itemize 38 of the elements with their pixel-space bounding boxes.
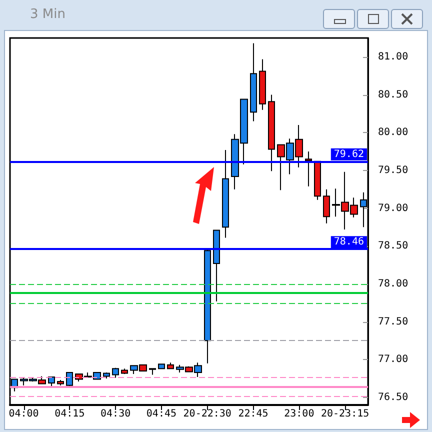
y-tick-label: 76.50 bbox=[378, 392, 408, 403]
candlestick bbox=[268, 94, 275, 172]
x-tick-label: 04:30 bbox=[100, 408, 131, 420]
ref-line-label: 79.62 bbox=[334, 148, 364, 160]
candlestick bbox=[112, 367, 119, 378]
candlestick bbox=[213, 230, 220, 302]
y-tick-label: 77.50 bbox=[378, 316, 408, 328]
x-tick-label: 23:00 bbox=[284, 408, 314, 420]
y-tick-label: 81.00 bbox=[378, 51, 408, 62]
y-tick-label: 78.50 bbox=[378, 240, 408, 252]
y-tick-label: 79.00 bbox=[378, 202, 408, 214]
x-tick-label: 04:45 bbox=[146, 408, 177, 420]
candlestick bbox=[57, 380, 64, 386]
candlestick bbox=[314, 160, 321, 200]
x-tick-label: 04:15 bbox=[54, 408, 85, 420]
y-tick-label: 80.50 bbox=[378, 89, 408, 100]
y-tick-label: 79.50 bbox=[378, 164, 408, 176]
x-tick-label: 22:45 bbox=[238, 408, 268, 420]
ref-line-label: 78.46 bbox=[334, 236, 364, 248]
x-tick-label: 20-22:30 bbox=[183, 408, 232, 420]
candlestick bbox=[149, 368, 156, 376]
y-tick-label: 78.00 bbox=[378, 278, 408, 290]
candlestick bbox=[204, 248, 211, 364]
candlestick bbox=[167, 362, 174, 370]
candlestick bbox=[250, 42, 257, 122]
y-tick-label: 80.00 bbox=[378, 127, 408, 138]
candlestick bbox=[103, 372, 110, 380]
candlestick bbox=[222, 149, 229, 238]
chart-title: 3 Min bbox=[30, 7, 66, 22]
candlestick bbox=[305, 151, 312, 187]
candlestick bbox=[158, 364, 165, 370]
y-tick-label: 77.00 bbox=[378, 354, 408, 366]
candlestick bbox=[121, 368, 128, 374]
candlestick bbox=[323, 188, 330, 224]
x-tick-label: 04:00 bbox=[8, 408, 39, 420]
candlestick bbox=[66, 372, 73, 387]
x-tick-label: 20-23:15 bbox=[320, 408, 370, 420]
candlestick bbox=[259, 58, 266, 110]
